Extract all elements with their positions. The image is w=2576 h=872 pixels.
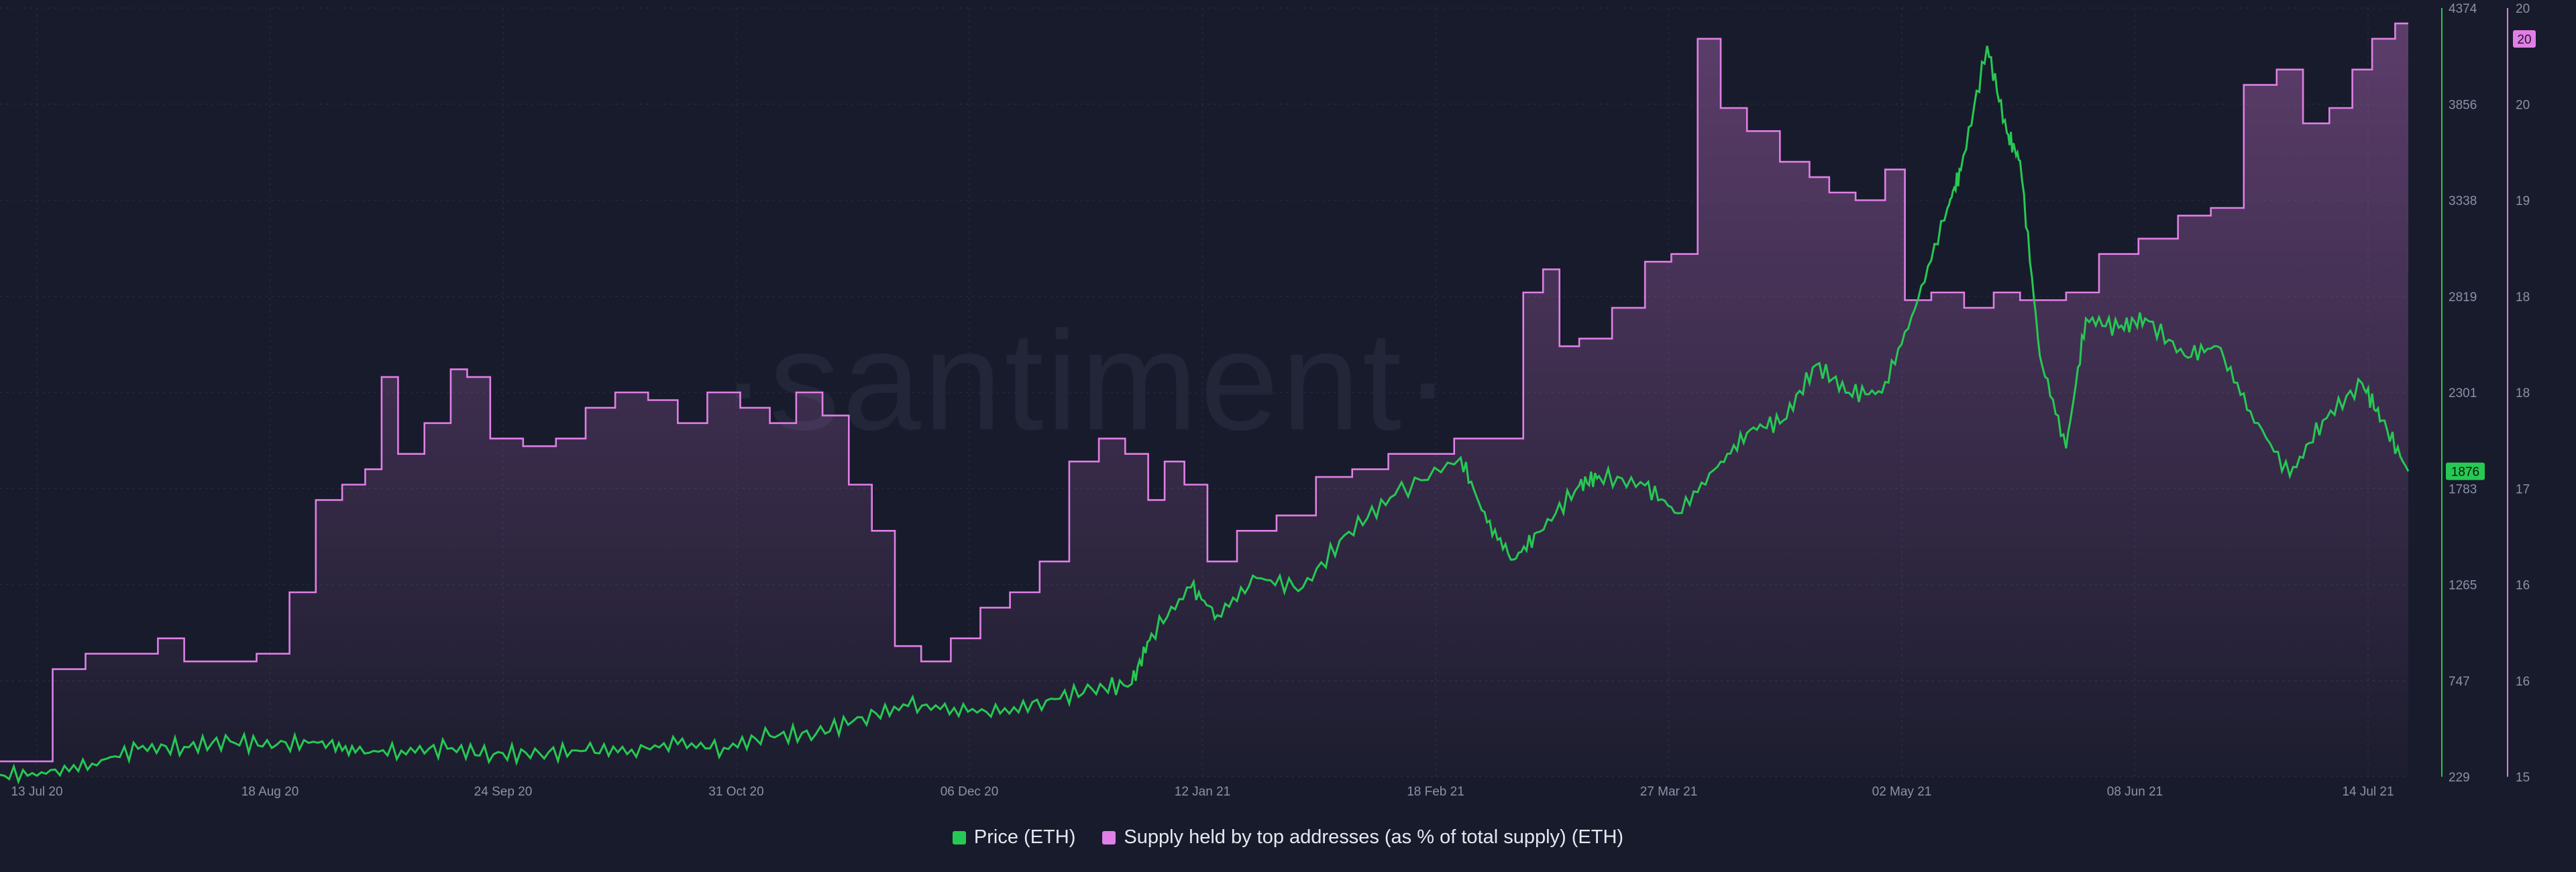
left-y-tick-label: 1783 — [2449, 482, 2477, 496]
left-y-tick-label: 2301 — [2449, 386, 2477, 400]
price-value-badge-label: 1876 — [2451, 466, 2479, 480]
left-y-tick-label: 3338 — [2449, 195, 2477, 209]
axes — [2441, 8, 2508, 777]
legend-item-supply[interactable]: Supply held by top addresses (as % of to… — [1102, 826, 1623, 849]
left-y-axis-ticks: 229 747 1265 1783 2301 2819 3338 3856 4374 — [2449, 2, 2477, 785]
value-badges: 1876 20 — [2446, 30, 2536, 480]
left-y-tick-label: 4374 — [2449, 2, 2477, 16]
supply-value-badge — [2513, 30, 2536, 48]
x-tick-label: 06 Dec 20 — [941, 785, 999, 799]
supply-area — [0, 23, 2408, 777]
legend-label-supply: Supply held by top addresses (as % of to… — [1124, 826, 1624, 848]
series-price-line[interactable] — [0, 46, 2410, 785]
supply-value-badge-label: 20 — [2517, 33, 2531, 47]
left-y-tick-label: 1265 — [2449, 579, 2477, 593]
legend-swatch-price — [952, 830, 966, 844]
legend-item-price[interactable]: Price (ETH) — [952, 826, 1076, 849]
x-tick-label: 12 Jan 21 — [1175, 785, 1230, 799]
series-supply-line[interactable] — [0, 22, 2408, 763]
x-tick-label: 27 Mar 21 — [1640, 785, 1698, 799]
x-tick-label: 14 Jul 21 — [2342, 785, 2394, 799]
x-tick-label: 18 Aug 20 — [241, 785, 299, 799]
legend-swatch-supply — [1102, 830, 1116, 844]
right-y-tick-label: 18 — [2516, 386, 2530, 400]
left-y-tick-label: 229 — [2449, 771, 2470, 785]
x-tick-label: 13 Jul 20 — [11, 785, 62, 799]
right-y-axis-ticks: 15 16 16 17 18 18 19 20 20 — [2516, 2, 2530, 785]
x-tick-label: 18 Feb 21 — [1407, 785, 1464, 799]
right-y-tick-label: 20 — [2516, 2, 2530, 16]
x-tick-label: 08 Jun 21 — [2107, 785, 2163, 799]
legend: Price (ETH) Supply held by top addresses… — [0, 826, 2576, 849]
right-y-tick-label: 17 — [2516, 482, 2530, 496]
x-tick-label: 31 Oct 20 — [708, 785, 763, 799]
left-y-tick-label: 2819 — [2449, 290, 2477, 305]
left-y-tick-label: 3856 — [2449, 98, 2477, 112]
legend-label-price: Price (ETH) — [973, 826, 1076, 848]
right-y-tick-label: 19 — [2516, 195, 2530, 209]
right-y-tick-label: 16 — [2516, 675, 2530, 689]
price-value-badge — [2446, 462, 2485, 480]
left-y-tick-label: 747 — [2449, 675, 2470, 689]
right-y-tick-label: 20 — [2516, 98, 2530, 112]
x-tick-label: 24 Sep 20 — [474, 785, 533, 799]
right-y-tick-label: 16 — [2516, 579, 2530, 593]
right-y-tick-label: 18 — [2516, 290, 2530, 305]
x-tick-label: 02 May 21 — [1872, 785, 1932, 799]
right-y-tick-label: 15 — [2516, 771, 2530, 785]
x-axis-ticks: 13 Jul 20 18 Aug 20 24 Sep 20 31 Oct 20 06 D… — [11, 785, 2394, 799]
